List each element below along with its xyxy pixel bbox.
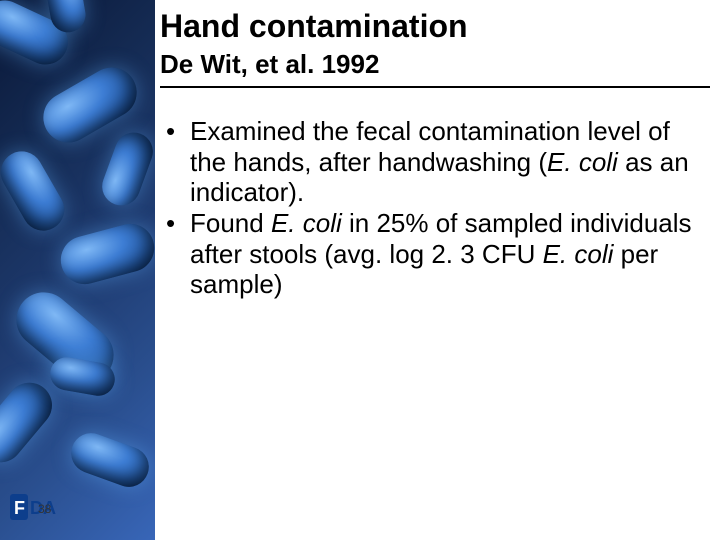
bullet-item: Examined the fecal contamination level o…	[160, 116, 710, 208]
italic-term: E. coli	[543, 239, 614, 269]
svg-text:F: F	[14, 498, 25, 518]
slide-content: Hand contamination De Wit, et al. 1992 E…	[160, 8, 710, 300]
bacteria-shape	[0, 374, 61, 472]
bacteria-shape	[55, 219, 155, 290]
slide-subtitle: De Wit, et al. 1992	[160, 49, 710, 88]
italic-term: E. coli	[547, 147, 618, 177]
page-number: 38	[38, 502, 51, 516]
slide-title: Hand contamination	[160, 8, 710, 45]
bacteria-shape	[0, 144, 72, 239]
italic-term: E. coli	[271, 208, 342, 238]
bacteria-shape	[66, 428, 155, 493]
sidebar-bacteria-image	[0, 0, 155, 540]
bullet-item: Found E. coli in 25% of sampled individu…	[160, 208, 710, 300]
bullet-list: Examined the fecal contamination level o…	[160, 116, 710, 300]
bacteria-shape	[97, 127, 155, 210]
